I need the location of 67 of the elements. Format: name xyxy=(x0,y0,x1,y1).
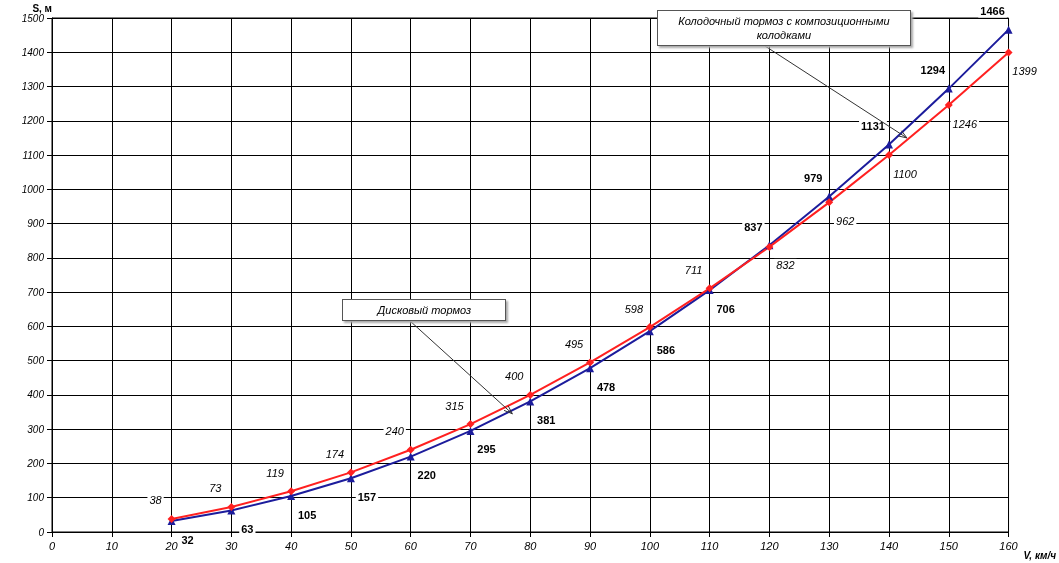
y-tick-label: 400 xyxy=(27,389,45,401)
x-tick-label: 70 xyxy=(464,539,478,552)
y-tick-label: 1400 xyxy=(21,46,45,58)
data-label: 586 xyxy=(656,343,676,356)
y-tick-label: 1200 xyxy=(21,115,45,127)
data-label: 157 xyxy=(357,490,377,503)
data-label: 73 xyxy=(209,482,223,495)
y-tick-label: 1000 xyxy=(21,183,45,195)
x-tick-label: 90 xyxy=(583,539,598,552)
y-tick-label: 1300 xyxy=(21,81,45,93)
data-label: 706 xyxy=(716,302,735,315)
x-tick-label: 40 xyxy=(285,539,299,552)
y-tick-label: 1100 xyxy=(22,149,45,161)
x-tick-label: 130 xyxy=(820,539,840,552)
data-label: 1466 xyxy=(980,5,1005,18)
data-label: 105 xyxy=(297,508,317,521)
data-label: 119 xyxy=(266,466,284,479)
data-label: 1100 xyxy=(893,167,918,180)
x-tick-label: 20 xyxy=(164,539,179,552)
y-tick-label: 0 xyxy=(38,526,45,538)
data-label: 1131 xyxy=(861,119,885,132)
data-label: 315 xyxy=(445,399,465,412)
x-tick-label: 100 xyxy=(640,539,660,552)
data-label: 1399 xyxy=(1012,65,1037,78)
y-tick-label: 1500 xyxy=(21,12,45,24)
data-label: 832 xyxy=(776,259,795,272)
data-label: 1294 xyxy=(920,64,946,77)
data-label: 495 xyxy=(564,337,585,350)
y-tick-label: 900 xyxy=(27,218,45,230)
data-label: 400 xyxy=(505,370,525,383)
y-tick-label: 800 xyxy=(27,252,45,264)
data-label: 381 xyxy=(537,413,556,426)
y-tick-label: 700 xyxy=(27,286,45,298)
data-label: 32 xyxy=(181,533,194,546)
data-label: 979 xyxy=(804,172,823,185)
data-label: 962 xyxy=(836,214,855,227)
y-axis-title: S, м xyxy=(32,2,52,14)
data-label: 478 xyxy=(596,380,616,393)
x-tick-label: 60 xyxy=(404,539,418,552)
y-tick-label: 200 xyxy=(26,457,45,469)
x-axis-title: V, км/ч xyxy=(1023,549,1057,561)
x-tick-label: 150 xyxy=(939,539,959,552)
data-label: 598 xyxy=(624,302,644,315)
data-label: 174 xyxy=(325,447,345,460)
x-tick-label: 140 xyxy=(879,539,900,552)
callout-box: Дисковый тормоз xyxy=(342,298,507,321)
data-label: 220 xyxy=(417,469,436,482)
data-label: 38 xyxy=(149,494,163,507)
x-tick-label: 80 xyxy=(524,539,538,552)
callout-box: Колодочный тормоз с композиционными колодками xyxy=(656,9,911,46)
x-tick-label: 30 xyxy=(225,539,239,552)
data-label: 1246 xyxy=(952,117,978,130)
x-tick-label: 50 xyxy=(344,539,358,552)
y-tick-label: 500 xyxy=(27,355,45,367)
data-label: 837 xyxy=(744,220,763,233)
data-label: 295 xyxy=(477,443,496,456)
data-label: 711 xyxy=(684,263,703,276)
y-tick-label: 300 xyxy=(27,423,45,435)
y-tick-label: 100 xyxy=(27,492,45,504)
x-tick-label: 0 xyxy=(48,539,56,552)
x-tick-label: 120 xyxy=(760,539,780,552)
y-tick-label: 600 xyxy=(27,320,45,332)
x-tick-label: 10 xyxy=(105,539,119,552)
data-label: 240 xyxy=(384,425,405,438)
x-tick-label: 160 xyxy=(999,539,1019,552)
x-tick-label: 110 xyxy=(700,539,720,552)
data-label: 63 xyxy=(241,522,254,535)
